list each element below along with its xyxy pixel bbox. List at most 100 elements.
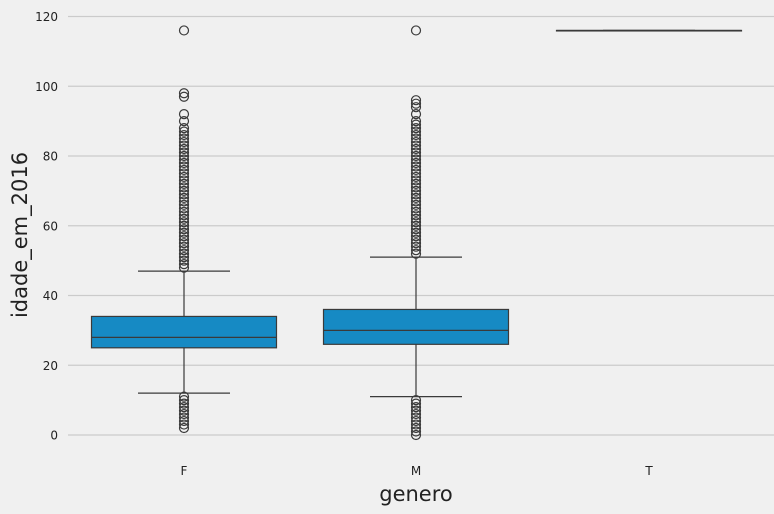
outlier-point [410, 154, 422, 165]
outlier-point [410, 206, 422, 217]
outlier-point [178, 196, 190, 207]
outlier-point [410, 95, 422, 106]
outlier-point [410, 109, 422, 120]
x-tick-label: T [644, 464, 653, 478]
outlier-point [410, 189, 422, 200]
outlier-point [178, 259, 190, 270]
outlier-point [410, 248, 422, 259]
outlier-point [178, 419, 190, 430]
outlier-point [178, 147, 190, 158]
outlier-point [410, 199, 422, 210]
outlier-point [178, 161, 190, 172]
outlier-point [410, 102, 422, 113]
outlier-point [410, 147, 422, 158]
y-tick-label: 120 [35, 10, 58, 24]
outlier-point [178, 136, 190, 148]
y-tick-label: 80 [43, 150, 58, 164]
outlier-point [410, 196, 422, 207]
outlier-point [178, 129, 190, 141]
boxes [90, 25, 743, 441]
outlier-point [410, 140, 422, 151]
outlier-point [410, 426, 422, 437]
outlier-point [410, 422, 422, 434]
outlier-point [178, 412, 190, 423]
outlier-point [410, 129, 422, 141]
outlier-point [178, 182, 190, 193]
outlier-point [410, 412, 422, 423]
outlier-point [178, 217, 190, 228]
outlier-point [178, 178, 190, 189]
outlier-point [178, 164, 190, 176]
iqr-box [90, 315, 278, 349]
y-tick-label: 20 [43, 359, 58, 373]
outlier-point [410, 217, 422, 228]
outlier-point [410, 210, 422, 221]
outlier-point [178, 422, 190, 434]
outlier-point [178, 171, 190, 183]
outlier-point [410, 161, 422, 172]
outlier-point [410, 203, 422, 214]
outlier-point [410, 123, 422, 134]
outlier-point [410, 168, 422, 179]
outlier-point [178, 234, 190, 245]
box-group-T [555, 29, 743, 32]
outlier-point [178, 210, 190, 221]
outlier-point [410, 150, 422, 162]
outlier-point [410, 395, 422, 406]
outlier-point [178, 408, 190, 420]
outlier-point [410, 182, 422, 193]
outlier-point [410, 119, 422, 130]
outlier-point [410, 171, 422, 183]
outlier-point [178, 213, 190, 224]
outlier-point [178, 203, 190, 214]
outlier-point [410, 405, 422, 416]
outlier-point [178, 220, 190, 231]
x-axis-label: genero [379, 482, 453, 506]
x-tick-label: M [411, 464, 421, 478]
outlier-point [410, 133, 422, 144]
outlier-point [410, 234, 422, 245]
outlier-point [178, 140, 190, 151]
outlier-point [178, 238, 190, 249]
outlier-point [178, 231, 190, 242]
outlier-point [178, 206, 190, 217]
outlier-point [178, 227, 190, 238]
outlier-point [178, 189, 190, 200]
outlier-point [410, 25, 422, 36]
outlier-point [178, 248, 190, 259]
outlier-point [178, 154, 190, 165]
outlier-point [410, 126, 422, 137]
outlier-point [410, 415, 422, 427]
outlier-point [410, 429, 422, 441]
box-group-M [322, 25, 510, 441]
outlier-point [410, 402, 422, 413]
iqr-box [322, 308, 510, 345]
outlier-point [178, 168, 190, 179]
outlier-point [178, 255, 190, 266]
outlier-point [410, 241, 422, 252]
outlier-point [178, 402, 190, 413]
outlier-point [410, 231, 422, 242]
y-tick-label: 100 [35, 80, 58, 94]
outlier-point [178, 123, 190, 134]
outlier-point [410, 192, 422, 203]
outlier-point [178, 185, 190, 196]
outlier-point [178, 398, 190, 409]
outlier-point [410, 419, 422, 430]
outlier-point [178, 88, 190, 99]
outlier-point [410, 213, 422, 224]
outlier-point [410, 164, 422, 176]
outlier-point [178, 262, 190, 273]
outlier-point [178, 157, 190, 169]
outlier-point [410, 224, 422, 235]
outlier-point [178, 192, 190, 203]
outlier-point [178, 133, 190, 144]
y-axis-label: idade_em_2016 [8, 152, 33, 318]
y-tick-label: 60 [43, 219, 58, 233]
outlier-point [178, 245, 190, 256]
y-tick-label: 0 [50, 429, 58, 443]
outlier-point [410, 408, 422, 420]
outlier-point [178, 25, 190, 36]
